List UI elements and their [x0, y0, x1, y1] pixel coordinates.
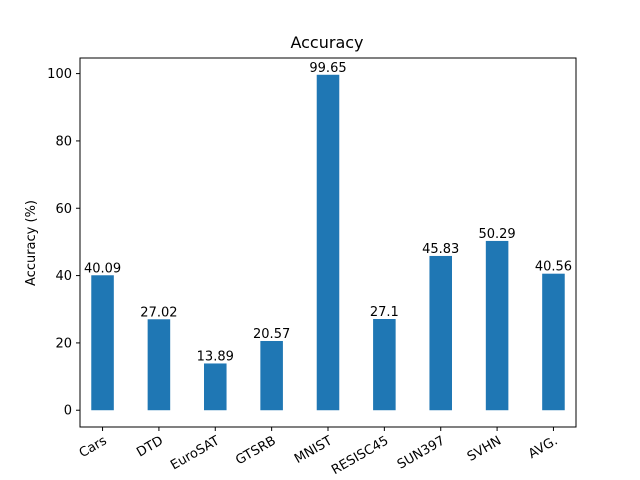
y-tick-label: 20: [55, 336, 72, 351]
data-label: 20.57: [253, 327, 290, 342]
bar-dtd: [147, 319, 171, 411]
bar-eurosat: [204, 363, 227, 411]
y-tick-label: 0: [64, 404, 72, 419]
data-label: 99.65: [309, 61, 346, 76]
data-label: 27.02: [140, 305, 177, 320]
y-tick-label: 60: [55, 202, 72, 217]
bar-sun397: [429, 255, 452, 411]
data-label: 13.89: [197, 349, 234, 364]
bar-svhn: [485, 240, 509, 411]
y-axis-title: Accuracy (%): [24, 200, 39, 286]
bar-gtsrb: [260, 340, 283, 411]
bar-resisc45: [373, 319, 396, 411]
data-label: 27.1: [370, 305, 399, 320]
y-tick-label: 100: [47, 67, 72, 82]
bar-avg: [542, 273, 565, 411]
y-tick-label: 80: [55, 134, 72, 149]
data-label: 50.29: [478, 227, 515, 242]
y-tick-label: 40: [55, 269, 72, 284]
bar-mnist: [316, 74, 340, 411]
bar-cars: [91, 275, 114, 411]
data-label: 40.09: [84, 261, 121, 276]
chart-title: Accuracy: [290, 33, 363, 52]
data-label: 40.56: [535, 260, 572, 275]
data-label: 45.83: [422, 242, 459, 257]
